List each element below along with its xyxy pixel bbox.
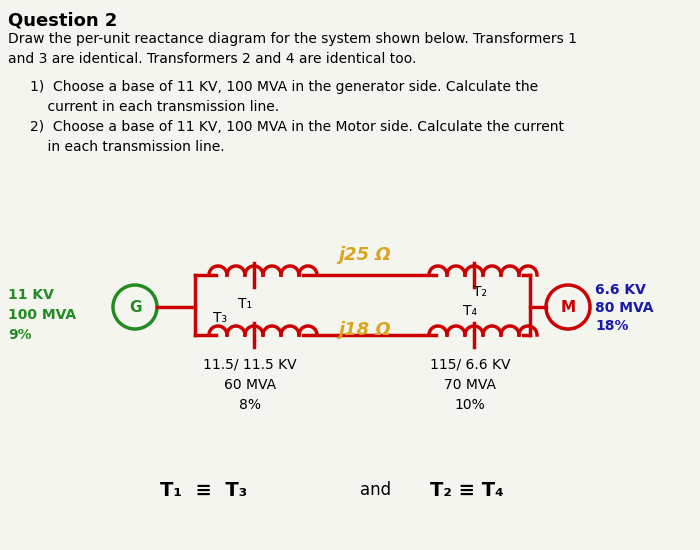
Text: T₃: T₃ [213, 311, 227, 325]
Text: current in each transmission line.: current in each transmission line. [30, 100, 279, 114]
Text: 11 KV: 11 KV [8, 288, 54, 302]
Text: T₁: T₁ [238, 297, 252, 311]
Text: 9%: 9% [8, 328, 32, 342]
Text: G: G [129, 300, 141, 315]
Text: 6.6 KV: 6.6 KV [595, 283, 646, 297]
Text: 18%: 18% [595, 319, 629, 333]
Text: T₄: T₄ [463, 304, 477, 318]
Text: 60 MVA: 60 MVA [224, 378, 276, 392]
Text: 100 MVA: 100 MVA [8, 308, 76, 322]
Text: M: M [561, 300, 575, 315]
Text: T₁  ≡  T₃: T₁ ≡ T₃ [160, 481, 247, 499]
Text: and 3 are identical. Transformers 2 and 4 are identical too.: and 3 are identical. Transformers 2 and … [8, 52, 416, 66]
Text: T₂: T₂ [473, 285, 487, 299]
Text: 8%: 8% [239, 398, 261, 412]
Text: Question 2: Question 2 [8, 12, 118, 30]
Text: 2)  Choose a base of 11 KV, 100 MVA in the Motor side. Calculate the current: 2) Choose a base of 11 KV, 100 MVA in th… [30, 120, 564, 134]
Text: 10%: 10% [454, 398, 485, 412]
Text: 70 MVA: 70 MVA [444, 378, 496, 392]
Text: in each transmission line.: in each transmission line. [30, 140, 225, 154]
Text: T₂ ≡ T₄: T₂ ≡ T₄ [430, 481, 504, 499]
Text: 11.5/ 11.5 KV: 11.5/ 11.5 KV [203, 358, 297, 372]
Text: and: and [360, 481, 391, 499]
Text: Draw the per-unit reactance diagram for the system shown below. Transformers 1: Draw the per-unit reactance diagram for … [8, 32, 577, 46]
Text: j18 Ω: j18 Ω [339, 321, 391, 339]
Text: 80 MVA: 80 MVA [595, 301, 654, 315]
Text: 115/ 6.6 KV: 115/ 6.6 KV [430, 358, 510, 372]
Text: 1)  Choose a base of 11 KV, 100 MVA in the generator side. Calculate the: 1) Choose a base of 11 KV, 100 MVA in th… [30, 80, 538, 94]
Text: j25 Ω: j25 Ω [339, 246, 391, 264]
